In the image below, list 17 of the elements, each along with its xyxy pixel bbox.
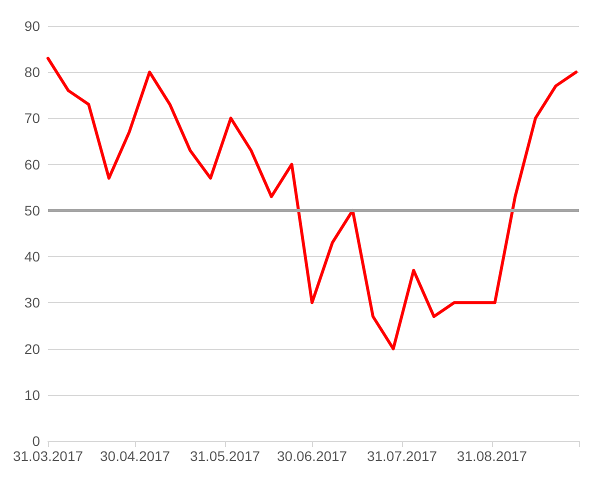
line-series — [46, 56, 578, 350]
y-tick-label: 90 — [24, 18, 40, 34]
y-tick-label: 10 — [24, 386, 40, 403]
y-tick-label: 50 — [24, 202, 40, 218]
x-tick-label: 31.05.2017 — [190, 448, 260, 464]
y-tick-label: 80 — [24, 64, 40, 80]
y-tick-label: 30 — [24, 294, 40, 311]
y-tick-label: 20 — [24, 340, 40, 357]
y-tick-label: 40 — [24, 248, 40, 265]
x-tick-label: 31.03.2017 — [12, 448, 84, 464]
x-tick-label: 31.08.2017 — [456, 448, 528, 464]
y-tick-label: 0 — [32, 433, 40, 449]
y-tick-label: 70 — [24, 110, 40, 126]
x-tick-label: 30.04.2017 — [100, 448, 170, 464]
x-tick-label: 30.06.2017 — [277, 448, 348, 464]
y-tick-label: 60 — [24, 156, 40, 172]
x-tick-label: 31.07.2017 — [366, 448, 438, 464]
